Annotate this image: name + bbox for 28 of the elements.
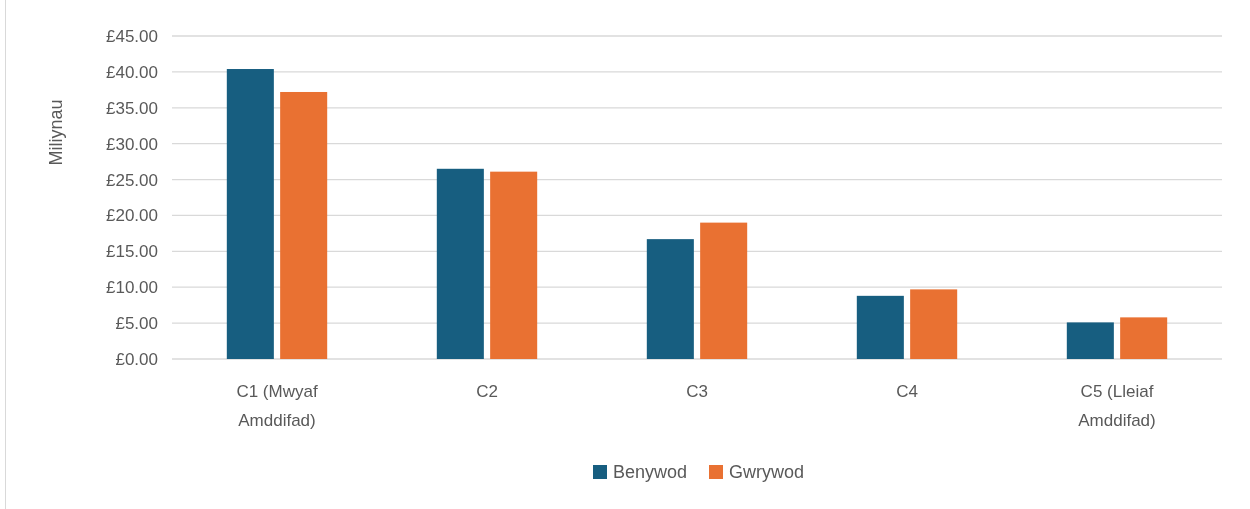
x-tick-label: C5 (Lleiaf Amddifad) xyxy=(1078,382,1156,430)
bar xyxy=(226,69,274,359)
y-tick-label: £20.00 xyxy=(106,206,158,226)
bar xyxy=(436,168,484,359)
y-tick-label: £5.00 xyxy=(115,314,158,334)
y-axis-title: Miliynau xyxy=(46,99,66,166)
x-tick-label: C3 xyxy=(686,382,708,401)
bar xyxy=(280,91,328,359)
y-tick-label: £45.00 xyxy=(106,26,158,46)
legend-label: Gwrywod xyxy=(729,462,805,483)
bar xyxy=(700,222,748,359)
x-tick-label: C4 xyxy=(896,382,918,401)
y-tick-label: £0.00 xyxy=(115,349,158,369)
legend-label: Benywod xyxy=(613,462,688,483)
bar xyxy=(1066,322,1114,359)
bar xyxy=(910,289,958,359)
x-tick-label: C1 (Mwyaf Amddifad) xyxy=(236,382,318,430)
y-tick-label: £10.00 xyxy=(106,278,158,298)
x-tick-label: C2 xyxy=(476,382,498,401)
y-tick-label: £30.00 xyxy=(106,134,158,154)
bar xyxy=(490,171,538,359)
bar xyxy=(856,295,904,359)
y-tick-label: £40.00 xyxy=(106,62,158,82)
y-tick-label: £35.00 xyxy=(106,98,158,118)
y-tick-label: £25.00 xyxy=(106,170,158,190)
y-tick-label: £15.00 xyxy=(106,242,158,262)
bar xyxy=(1120,317,1168,359)
bar xyxy=(646,239,694,359)
